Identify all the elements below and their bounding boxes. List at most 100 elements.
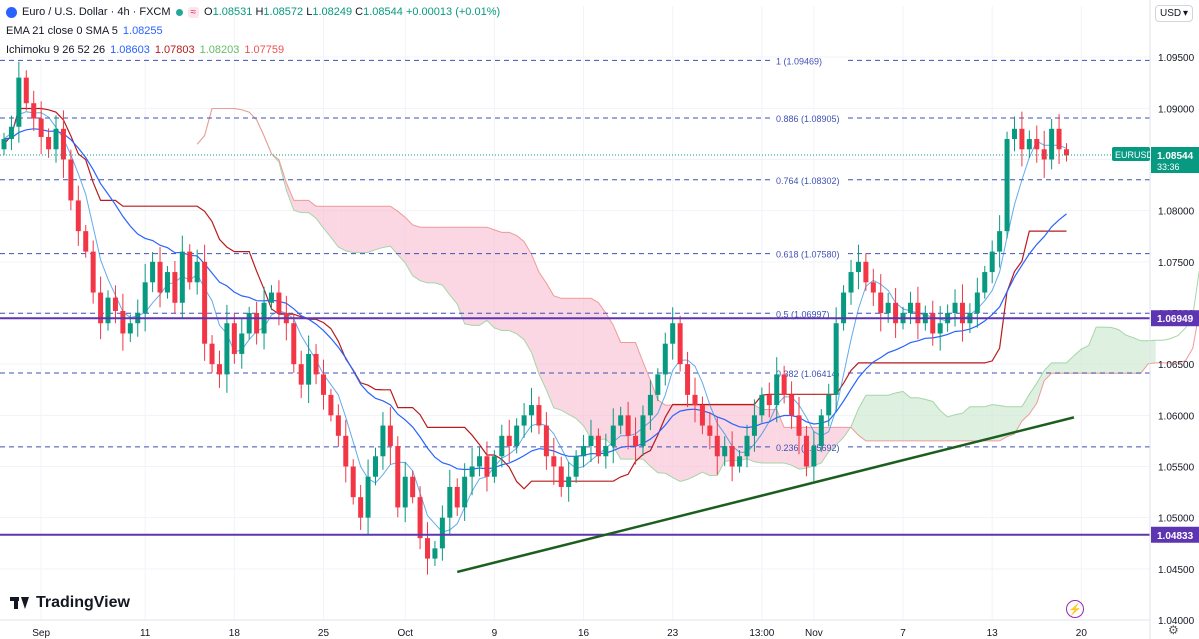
candle-body: [194, 261, 200, 283]
legend-symbol-row[interactable]: Euro / U.S. Dollar · 4h · FXCM ≈ O1.0853…: [6, 6, 500, 18]
cloud-segment: [353, 206, 361, 253]
cloud-segment: [910, 397, 918, 441]
candle-body: [870, 282, 876, 293]
candle-body: [202, 261, 208, 344]
y-tick-label: 1.09000: [1158, 104, 1195, 115]
time-axis[interactable]: Sep 11 18 25 Oct 9 16 23 13:00 Nov 7 13 20: [32, 628, 1087, 639]
candle-body: [551, 456, 557, 467]
cloud-segment: [479, 227, 487, 326]
candle-body: [959, 302, 965, 324]
candle-body: [536, 405, 542, 426]
cloud-segment: [583, 298, 591, 439]
candle-body: [75, 200, 81, 232]
legend-ichimoku-row[interactable]: Ichimoku 9 26 52 26 1.08603 1.07803 1.08…: [6, 44, 284, 56]
candle-body: [841, 292, 847, 324]
candle-body: [83, 231, 89, 252]
candle-body: [313, 353, 319, 375]
countdown-text: 33:36: [1157, 162, 1180, 172]
candle-body: [618, 415, 624, 426]
candle-body: [737, 456, 743, 467]
cloud-segment: [784, 427, 792, 466]
candle-body: [833, 323, 839, 395]
cloud-segment: [576, 298, 584, 426]
candle-body: [120, 310, 126, 334]
candle-body: [447, 486, 453, 518]
candle-body: [1019, 128, 1025, 150]
candle-body: [722, 446, 728, 457]
x-tick-label: Nov: [805, 628, 823, 639]
candle-body: [1026, 139, 1032, 150]
cloud-segment: [932, 401, 941, 441]
candle-body: [350, 466, 356, 498]
candle-body: [781, 374, 787, 395]
level-badge: [1151, 526, 1199, 543]
candle-body: [707, 425, 713, 436]
candle-body: [31, 103, 37, 119]
candle-body: [826, 394, 832, 416]
trendline[interactable]: [456, 416, 1075, 574]
ichimoku-span-b-value: 1.07759: [244, 44, 285, 56]
cloud-segment: [1103, 327, 1112, 374]
candle-body: [1034, 139, 1040, 150]
ascending-trendline[interactable]: [456, 416, 1075, 574]
candle-body: [766, 394, 772, 406]
wave-icon[interactable]: ≈: [187, 6, 200, 18]
currency-selector[interactable]: USD ▾: [1155, 5, 1193, 22]
candle-body: [454, 486, 460, 508]
candle-body: [647, 394, 653, 416]
cloud-segment: [992, 404, 1000, 441]
candle-body: [417, 497, 423, 539]
chevron-down-icon: ▾: [1182, 8, 1188, 19]
cloud-segment: [375, 206, 383, 250]
horizontal-lines[interactable]: [0, 317, 1150, 536]
fib-label: 0.886 (1.08905): [776, 114, 840, 124]
candle-body: [187, 251, 193, 283]
cloud-segment: [464, 227, 473, 326]
ichimoku-conversion-value: 1.08603: [110, 44, 150, 56]
cloud-segment: [977, 406, 985, 441]
candle-body: [328, 394, 334, 416]
y-tick-label: 1.07500: [1158, 258, 1195, 269]
candle-body: [268, 292, 274, 303]
candles: [1, 61, 1069, 575]
symbol-title[interactable]: Euro / U.S. Dollar · 4h · FXCM: [22, 6, 171, 18]
gear-icon[interactable]: ⚙: [1168, 623, 1179, 637]
level-badge: [1151, 310, 1199, 327]
candle-body: [246, 313, 252, 334]
cloud-segment: [1021, 394, 1030, 422]
candle-body: [239, 333, 245, 354]
cloud-segment: [330, 206, 339, 247]
cloud-segment: [962, 406, 970, 441]
x-tick-label: Sep: [32, 628, 50, 639]
cloud-segment: [947, 414, 956, 441]
candle-body: [335, 415, 341, 436]
cloud-segment: [873, 395, 881, 441]
candle-body: [714, 435, 720, 457]
candle-body: [818, 415, 824, 447]
candle-body: [595, 435, 601, 457]
candle-body: [796, 415, 802, 436]
candle-body: [603, 446, 609, 457]
cloud-segment: [531, 254, 539, 375]
price-badge-text: 1.08544: [1157, 151, 1194, 162]
ema-label: EMA 21 close 0 SMA 5: [6, 25, 118, 37]
cloud-segment: [969, 406, 978, 441]
x-tick-label: 9: [492, 628, 498, 639]
candle-body: [1056, 128, 1062, 150]
candle-body: [588, 435, 594, 447]
candle-body: [625, 415, 631, 436]
candle-body: [484, 456, 490, 477]
cloud-segment: [1118, 329, 1126, 374]
cloud-segment: [687, 405, 695, 480]
candle-body: [558, 466, 564, 487]
legend-ema-row[interactable]: EMA 21 close 0 SMA 5 1.08255: [6, 25, 163, 37]
cloud-segment: [1081, 345, 1089, 374]
cloud-segment: [888, 393, 896, 441]
candle-body: [410, 476, 416, 498]
candle-body: [16, 77, 22, 127]
cloud-segment: [434, 227, 443, 286]
candle-body: [885, 302, 891, 313]
candle-body: [38, 118, 44, 137]
lightning-icon[interactable]: ⚡: [1066, 600, 1084, 618]
